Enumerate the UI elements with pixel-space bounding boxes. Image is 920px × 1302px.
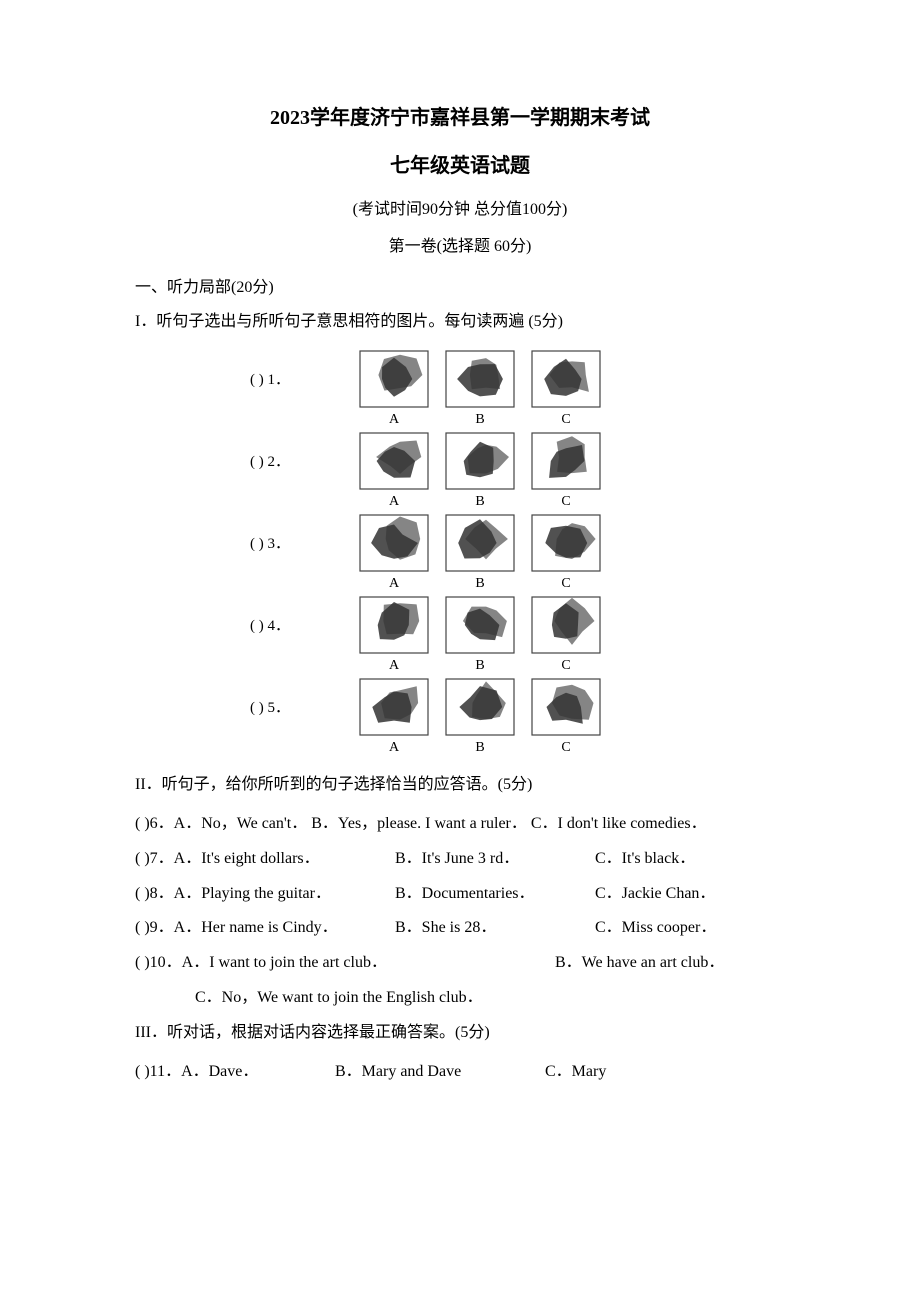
title-sub: 七年级英语试题 — [135, 148, 785, 184]
svg-text:( ) 3．: ( ) 3． — [250, 536, 290, 552]
question-7: ( )7．A．It's eight dollars． B．It's June 3… — [135, 845, 785, 874]
section-listening-header: 一、听力局部(20分) — [135, 274, 785, 303]
svg-text:B: B — [475, 576, 484, 591]
q9-option-c: C．Miss cooper． — [595, 914, 785, 943]
svg-text:B: B — [475, 740, 484, 755]
svg-text:A: A — [389, 658, 400, 673]
svg-text:C: C — [561, 412, 570, 427]
svg-text:C: C — [561, 576, 570, 591]
q7-option-b: B．It's June 3 rd． — [395, 845, 595, 874]
q7-option-c: C．It's black． — [595, 845, 785, 874]
q8-option-b: B．Documentaries． — [395, 880, 595, 909]
q10-option-a: ( )10．A．I want to join the art club． — [135, 949, 555, 978]
title-main: 2023学年度济宁市嘉祥县第一学期期末考试 — [135, 100, 785, 136]
svg-text:B: B — [475, 658, 484, 673]
svg-text:( ) 1．: ( ) 1． — [250, 372, 290, 388]
svg-text:( ) 4．: ( ) 4． — [250, 618, 290, 634]
question-10-line1: ( )10．A．I want to join the art club． B．W… — [135, 949, 785, 978]
svg-text:B: B — [475, 412, 484, 427]
q9-option-b: B．She is 28． — [395, 914, 595, 943]
question-6: ( )6．A．No，We can't． B．Yes，please. I want… — [135, 810, 785, 839]
q11-option-a: ( )11．A．Dave． — [135, 1058, 335, 1087]
instruction-part1: I．听句子选出与所听句子意思相符的图片。每句读两遍 (5分) — [135, 308, 785, 337]
q7-option-a: ( )7．A．It's eight dollars． — [135, 845, 395, 874]
q8-option-c: C．Jackie Chan． — [595, 880, 785, 909]
instruction-part3: III．听对话，根据对话内容选择最正确答案。(5分) — [135, 1019, 785, 1048]
svg-text:A: A — [389, 494, 400, 509]
svg-text:B: B — [475, 494, 484, 509]
q10-option-b: B．We have an art club． — [555, 949, 785, 978]
q8-option-a: ( )8．A．Playing the guitar． — [135, 880, 395, 909]
instruction-part2: II．听句子，给你所听到的句子选择恰当的应答语。(5分) — [135, 771, 785, 800]
svg-text:A: A — [389, 412, 400, 427]
part-info: 第一卷(选择题 60分) — [135, 233, 785, 262]
q9-option-a: ( )9．A．Her name is Cindy． — [135, 914, 395, 943]
question-9: ( )9．A．Her name is Cindy． B．She is 28． C… — [135, 914, 785, 943]
question-8: ( )8．A．Playing the guitar． B．Documentari… — [135, 880, 785, 909]
q10-option-c: C．No，We want to join the English club． — [195, 984, 785, 1013]
svg-text:C: C — [561, 740, 570, 755]
picture-question-block: ( ) 1． A B C ( ) 2． A B C ( ) 3． A B C ( ) 4． A B C ( ) … — [135, 347, 785, 761]
question-11: ( )11．A．Dave． B．Mary and Dave C．Mary — [135, 1058, 785, 1087]
svg-text:( ) 5．: ( ) 5． — [250, 700, 290, 716]
q11-option-c: C．Mary — [545, 1058, 785, 1087]
q11-option-b: B．Mary and Dave — [335, 1058, 545, 1087]
listening-pictures-svg: ( ) 1． A B C ( ) 2． A B C ( ) 3． A B C ( ) 4． A B C ( ) … — [240, 347, 680, 761]
exam-info: (考试时间90分钟 总分值100分) — [135, 196, 785, 225]
svg-text:A: A — [389, 576, 400, 591]
svg-text:C: C — [561, 494, 570, 509]
svg-text:( ) 2．: ( ) 2． — [250, 454, 290, 470]
svg-text:A: A — [389, 740, 400, 755]
svg-text:C: C — [561, 658, 570, 673]
